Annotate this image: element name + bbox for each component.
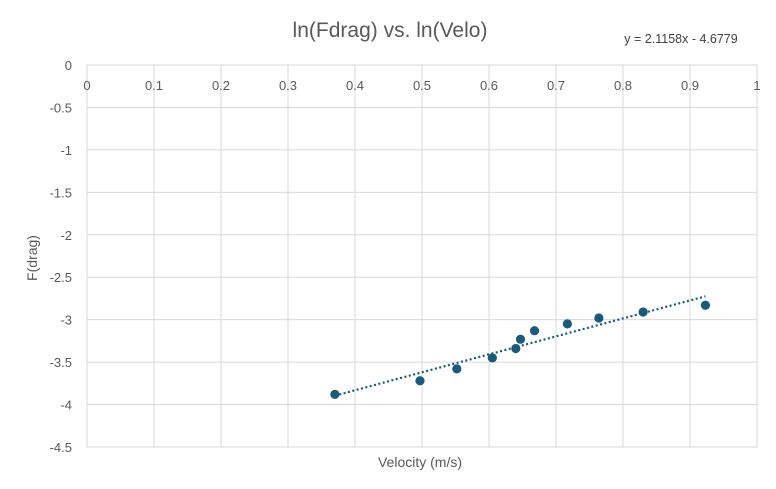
y-axis-ticks: 0 -0.5 -1 -1.5 -2 -2.5 -3 -3.5 -4 -4.5 bbox=[50, 58, 72, 455]
x-tick-label: 0.8 bbox=[614, 78, 632, 93]
y-axis-label: F(drag) bbox=[24, 235, 40, 281]
y-tick-label: -3 bbox=[60, 313, 72, 328]
x-axis-label: Velocity (m/s) bbox=[378, 454, 462, 470]
data-point bbox=[452, 364, 462, 374]
y-tick-label: -1 bbox=[60, 143, 72, 158]
data-point bbox=[529, 326, 540, 336]
y-tick-label: -2.5 bbox=[50, 270, 72, 285]
x-axis-ticks: 0 0.1 0.2 0.3 0.4 0.5 0.6 0.7 0.8 0.9 1 bbox=[83, 78, 760, 93]
x-tick-label: 0.5 bbox=[413, 78, 431, 93]
x-tick-label: 0.7 bbox=[547, 78, 565, 93]
x-tick-label: 0.1 bbox=[145, 78, 163, 93]
data-points bbox=[330, 300, 711, 399]
trendline-equation: y = 2.1158x - 4.6779 bbox=[624, 32, 737, 46]
data-point bbox=[594, 313, 604, 323]
y-tick-label: 0 bbox=[65, 58, 72, 73]
data-point bbox=[700, 300, 711, 310]
y-tick-label: -0.5 bbox=[50, 100, 72, 115]
data-point bbox=[638, 307, 648, 317]
y-tick-label: -4.5 bbox=[50, 440, 72, 455]
x-tick-label: 0.3 bbox=[279, 78, 297, 93]
y-tick-label: -4 bbox=[60, 398, 72, 413]
data-point bbox=[515, 334, 526, 344]
x-tick-label: 0.9 bbox=[681, 78, 699, 93]
data-point bbox=[562, 319, 572, 329]
x-tick-label: 1 bbox=[753, 78, 760, 93]
x-tick-label: 0.2 bbox=[212, 78, 230, 93]
x-tick-label: 0.4 bbox=[346, 78, 364, 93]
data-point bbox=[330, 389, 340, 399]
data-point bbox=[487, 353, 497, 363]
y-tick-label: -2 bbox=[60, 228, 72, 243]
gridlines bbox=[86, 64, 758, 448]
data-point bbox=[415, 376, 425, 386]
chart-title: ln(Fdrag) vs. ln(Velo) bbox=[293, 19, 488, 42]
data-point bbox=[511, 343, 521, 354]
y-tick-label: -3.5 bbox=[50, 355, 72, 370]
y-tick-label: -1.5 bbox=[50, 185, 72, 200]
x-tick-label: 0.6 bbox=[480, 78, 498, 93]
x-tick-label: 0 bbox=[83, 78, 90, 93]
